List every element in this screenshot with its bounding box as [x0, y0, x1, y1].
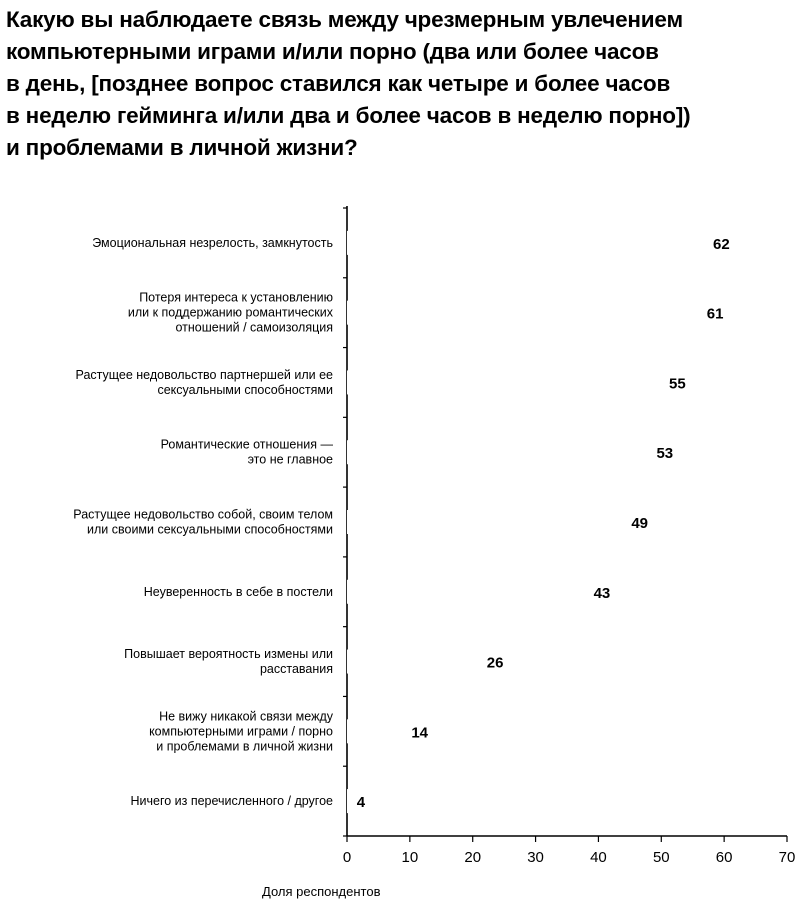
x-tick-label: 20 — [464, 849, 481, 866]
data-label: 53 — [656, 445, 673, 462]
data-label: 26 — [487, 655, 504, 672]
x-tick-label: 30 — [527, 849, 544, 866]
x-tick-label: 10 — [402, 849, 419, 866]
bar — [347, 230, 737, 255]
bar — [347, 370, 693, 395]
category-label: Растущее недовольство собой, своим телом… — [73, 508, 333, 537]
category-label: Эмоциональная незрелость, замкнутость — [92, 236, 333, 250]
title-line: в неделю гейминга и/или два и более часо… — [6, 103, 691, 128]
title-line: Какую вы наблюдаете связь между чрезмерн… — [6, 7, 683, 32]
x-tick-label: 60 — [716, 849, 733, 866]
title-line: компьютерными играми и/или порно (два ил… — [6, 39, 659, 64]
title-line: в день, [позднее вопрос ставился как чет… — [6, 71, 671, 96]
bar — [347, 510, 655, 534]
category-label: Растущее недовольство партнершей или ее с… — [76, 368, 334, 397]
data-label: 43 — [594, 585, 611, 602]
category-label: Повышает вероятность измены или расставан… — [124, 647, 333, 676]
category-label: Потеря интереса к установлению или к подд… — [128, 291, 334, 335]
bar — [347, 579, 618, 604]
x-tick-label: 0 — [343, 849, 351, 866]
x-tick-label: 70 — [779, 849, 796, 866]
chart-title: Какую вы наблюдаете связь между чрезмерн… — [6, 4, 796, 164]
category-label: Романтические отношения — это не главное — [161, 438, 334, 467]
category-label: Не вижу никакой связи между компьютерными… — [149, 709, 334, 753]
x-axis-label: Доля респондентов — [262, 884, 381, 899]
bar — [347, 649, 511, 674]
data-label: 61 — [707, 306, 724, 323]
bar — [347, 300, 731, 325]
data-label: 4 — [357, 794, 366, 811]
x-tick-label: 40 — [590, 849, 607, 866]
data-label: 62 — [713, 236, 730, 253]
bar — [347, 789, 373, 814]
category-label: Ничего из перечисленного / другое — [130, 794, 333, 808]
x-tick-label: 50 — [653, 849, 670, 866]
title-line: и проблемами в личной жизни? — [6, 135, 358, 160]
bar — [347, 719, 435, 744]
data-label: 14 — [411, 724, 428, 741]
data-label: 55 — [669, 375, 686, 392]
bar — [347, 440, 681, 465]
category-label: Неуверенность в себе в постели — [144, 585, 333, 599]
data-label: 49 — [631, 515, 648, 532]
